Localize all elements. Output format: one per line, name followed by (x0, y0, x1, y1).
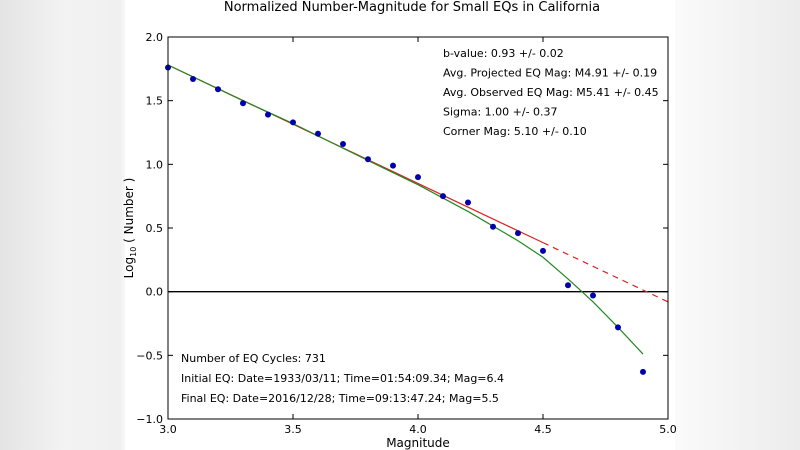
y-tick-label: 0.5 (146, 222, 164, 235)
data-point (465, 199, 471, 206)
x-tick-label: 3.0 (159, 423, 177, 436)
data-point (640, 368, 646, 375)
stats-annotation: Corner Mag: 5.10 +/- 0.10 (443, 125, 587, 138)
data-point (365, 156, 371, 163)
data-point (440, 193, 446, 200)
stats-annotation: b-value: 0.93 +/- 0.02 (443, 47, 564, 60)
x-axis-label: Magnitude (386, 436, 450, 450)
data-point (540, 247, 546, 254)
y-label-rest: ( Number ) (122, 178, 136, 247)
x-tick-label: 3.5 (284, 423, 302, 436)
y-tick-label: 0.0 (146, 286, 164, 299)
y-label-main: Log (122, 257, 136, 278)
y-tick-label: 1.0 (146, 158, 164, 171)
data-point (390, 162, 396, 169)
figure (125, 0, 675, 450)
corner-curve (167, 64, 644, 355)
data-point (590, 292, 596, 299)
eq-annotation: Initial EQ: Date=1933/03/11; Time=01:54:… (181, 372, 504, 385)
background-right (675, 0, 800, 450)
x-tick-label: 5.0 (659, 423, 677, 436)
data-point (415, 174, 421, 181)
y-label-sub: 10 (129, 247, 138, 257)
data-point (240, 100, 246, 107)
y-tick-label: 1.5 (146, 95, 164, 108)
data-point (290, 119, 296, 126)
y-tick-label: −0.5 (136, 349, 163, 362)
data-point (340, 140, 346, 147)
y-tick-label: −1.0 (136, 413, 163, 426)
chart-title: Normalized Number-Magnitude for Small EQ… (224, 0, 600, 15)
data-point (190, 76, 196, 83)
data-point (565, 282, 571, 289)
eq-annotation: Number of EQ Cycles: 731 (181, 352, 326, 365)
x-tick-label: 4.0 (409, 423, 427, 436)
data-point (515, 230, 521, 237)
fit-line-extension (542, 242, 669, 303)
data-point (315, 130, 321, 137)
stats-annotation: Avg. Projected EQ Mag: M4.91 +/- 0.19 (443, 67, 657, 80)
x-tick-label: 4.5 (534, 423, 552, 436)
data-point (615, 324, 621, 331)
y-tick-label: 2.0 (146, 31, 164, 44)
data-point (490, 223, 496, 230)
y-axis-label: Log10 ( Number ) (122, 178, 138, 279)
stats-annotation: Avg. Observed EQ Mag: M5.41 +/- 0.45 (443, 86, 659, 99)
data-point (265, 111, 271, 118)
data-point (215, 86, 221, 93)
stats-annotation: Sigma: 1.00 +/- 0.37 (443, 106, 558, 119)
eq-annotation: Final EQ: Date=2016/12/28; Time=09:13:47… (181, 392, 499, 405)
